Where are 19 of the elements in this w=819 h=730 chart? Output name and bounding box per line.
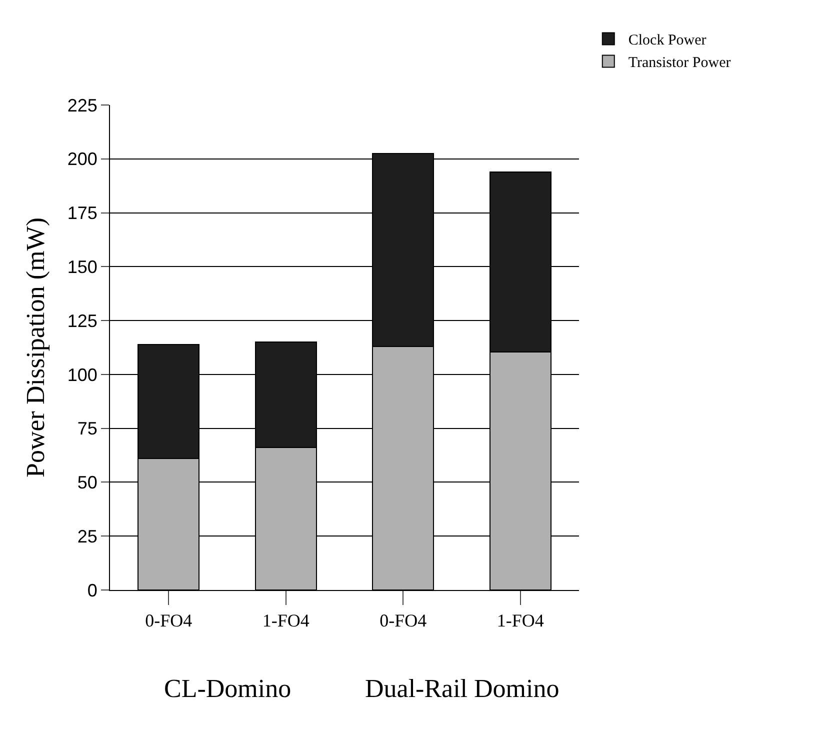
x-tick-label: 0-FO4 (380, 610, 427, 631)
x-tick-label: 0-FO4 (145, 610, 192, 631)
legend-label: Transistor Power (628, 55, 731, 72)
y-tick-label: 175 (67, 203, 98, 224)
y-tick-label: 125 (67, 310, 98, 331)
y-tick-label: 225 (67, 95, 98, 116)
y-tick-label: 100 (67, 364, 98, 385)
y-tick-label: 150 (67, 256, 98, 277)
y-tick-label: 200 (67, 149, 98, 170)
text: Dual-Rail Domino (365, 674, 560, 703)
x-tick-label: 1-FO4 (262, 610, 310, 631)
text: CL-Domino (164, 674, 292, 703)
legend-label: Clock Power (628, 32, 706, 49)
y-tick-label: 75 (77, 418, 98, 439)
y-tick-label: 0 (87, 580, 98, 600)
y-axis-title: Power Dissipation (mW) (20, 218, 50, 478)
y-tick-label: 25 (77, 526, 98, 546)
x-tick-label: 1-FO4 (496, 610, 544, 631)
y-tick-label: 50 (77, 472, 98, 493)
